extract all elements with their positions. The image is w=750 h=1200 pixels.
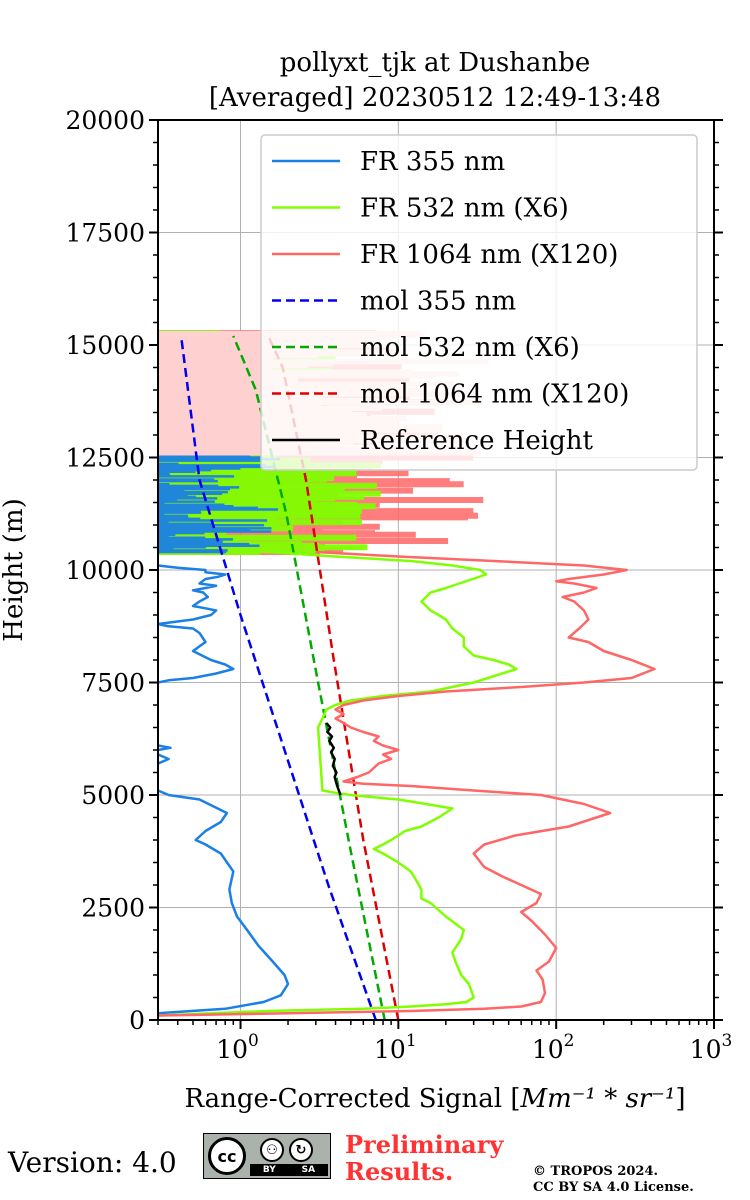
preliminary-line1: Preliminary: [345, 1130, 504, 1159]
series-line-3: [179, 335, 377, 1021]
legend-entry-5: mol 1064 nm (X120): [360, 380, 629, 410]
y-tick-label-1: 2500: [81, 894, 145, 923]
y-tick-label-8: 20000: [65, 106, 145, 135]
version-label: Version: 4.0: [8, 1146, 177, 1179]
share-alike-icon: ↻: [289, 1138, 313, 1162]
chart-title-line2: [Averaged] 20230512 12:49-13:48: [209, 83, 661, 113]
series-line-4: [232, 335, 386, 1021]
by-sa-strip: BY SA: [250, 1164, 328, 1176]
x-tick-label-0: 100: [216, 1031, 259, 1064]
y-tick-label-0: 0: [129, 1006, 145, 1035]
x-tick-label-3: 103: [690, 1031, 733, 1064]
by-text: BY: [262, 1165, 276, 1175]
x-axis-label: Range-Corrected Signal [Mm⁻¹ * sr⁻¹]: [184, 1084, 685, 1114]
chart-title-line1: pollyxt_tjk at Dushanbe: [280, 48, 590, 78]
y-tick-label-4: 10000: [65, 556, 145, 585]
series-lines: [157, 335, 656, 1021]
series-line-5: [267, 335, 400, 1021]
copyright-label: © TROPOS 2024. CC BY SA 4.0 License.: [533, 1164, 694, 1196]
series-line-2: [157, 550, 656, 1017]
cc-license-badge: cc ⚇ ↻ BY SA: [203, 1133, 331, 1179]
y-tick-label-2: 5000: [81, 781, 145, 810]
preliminary-line2: Results.: [345, 1157, 454, 1186]
legend-entry-1: FR 532 nm (X6): [360, 194, 569, 224]
legend-entry-6: Reference Height: [360, 426, 594, 456]
series-line-1: [157, 550, 518, 1017]
series-line-0: [157, 564, 290, 1015]
legend-entry-0: FR 355 nm: [360, 147, 505, 177]
legend-box: [260, 134, 698, 471]
y-tick-label-6: 15000: [65, 331, 145, 360]
lidar-profile-chart: pollyxt_tjk at Dushanbe [Averaged] 20230…: [0, 48, 733, 1114]
y-tick-label-3: 7500: [81, 669, 145, 698]
legend-entry-3: mol 355 nm: [360, 287, 516, 317]
plot-frame: [157, 119, 715, 1021]
cc-icon: cc: [208, 1137, 246, 1175]
legend-entry-4: mol 532 nm (X6): [360, 333, 580, 363]
y-axis-label: Height (m): [0, 498, 29, 641]
copyright-line1: © TROPOS 2024.: [533, 1164, 659, 1179]
y-tick-label-5: 12500: [65, 444, 145, 473]
legend-entry-2: FR 1064 nm (X120): [360, 240, 618, 270]
x-tick-label-2: 102: [532, 1031, 575, 1064]
sa-text: SA: [301, 1165, 316, 1175]
y-tick-label-7: 17500: [65, 219, 145, 248]
copyright-line2: CC BY SA 4.0 License.: [533, 1180, 694, 1195]
preliminary-results-label: Preliminary Results.: [345, 1131, 503, 1185]
by-person-icon: ⚇: [260, 1138, 284, 1162]
legend: FR 355 nm FR 532 nm (X6) FR 1064 nm (X120)…: [260, 134, 698, 471]
series-line-6: [325, 722, 342, 796]
x-tick-label-1: 101: [374, 1031, 417, 1064]
